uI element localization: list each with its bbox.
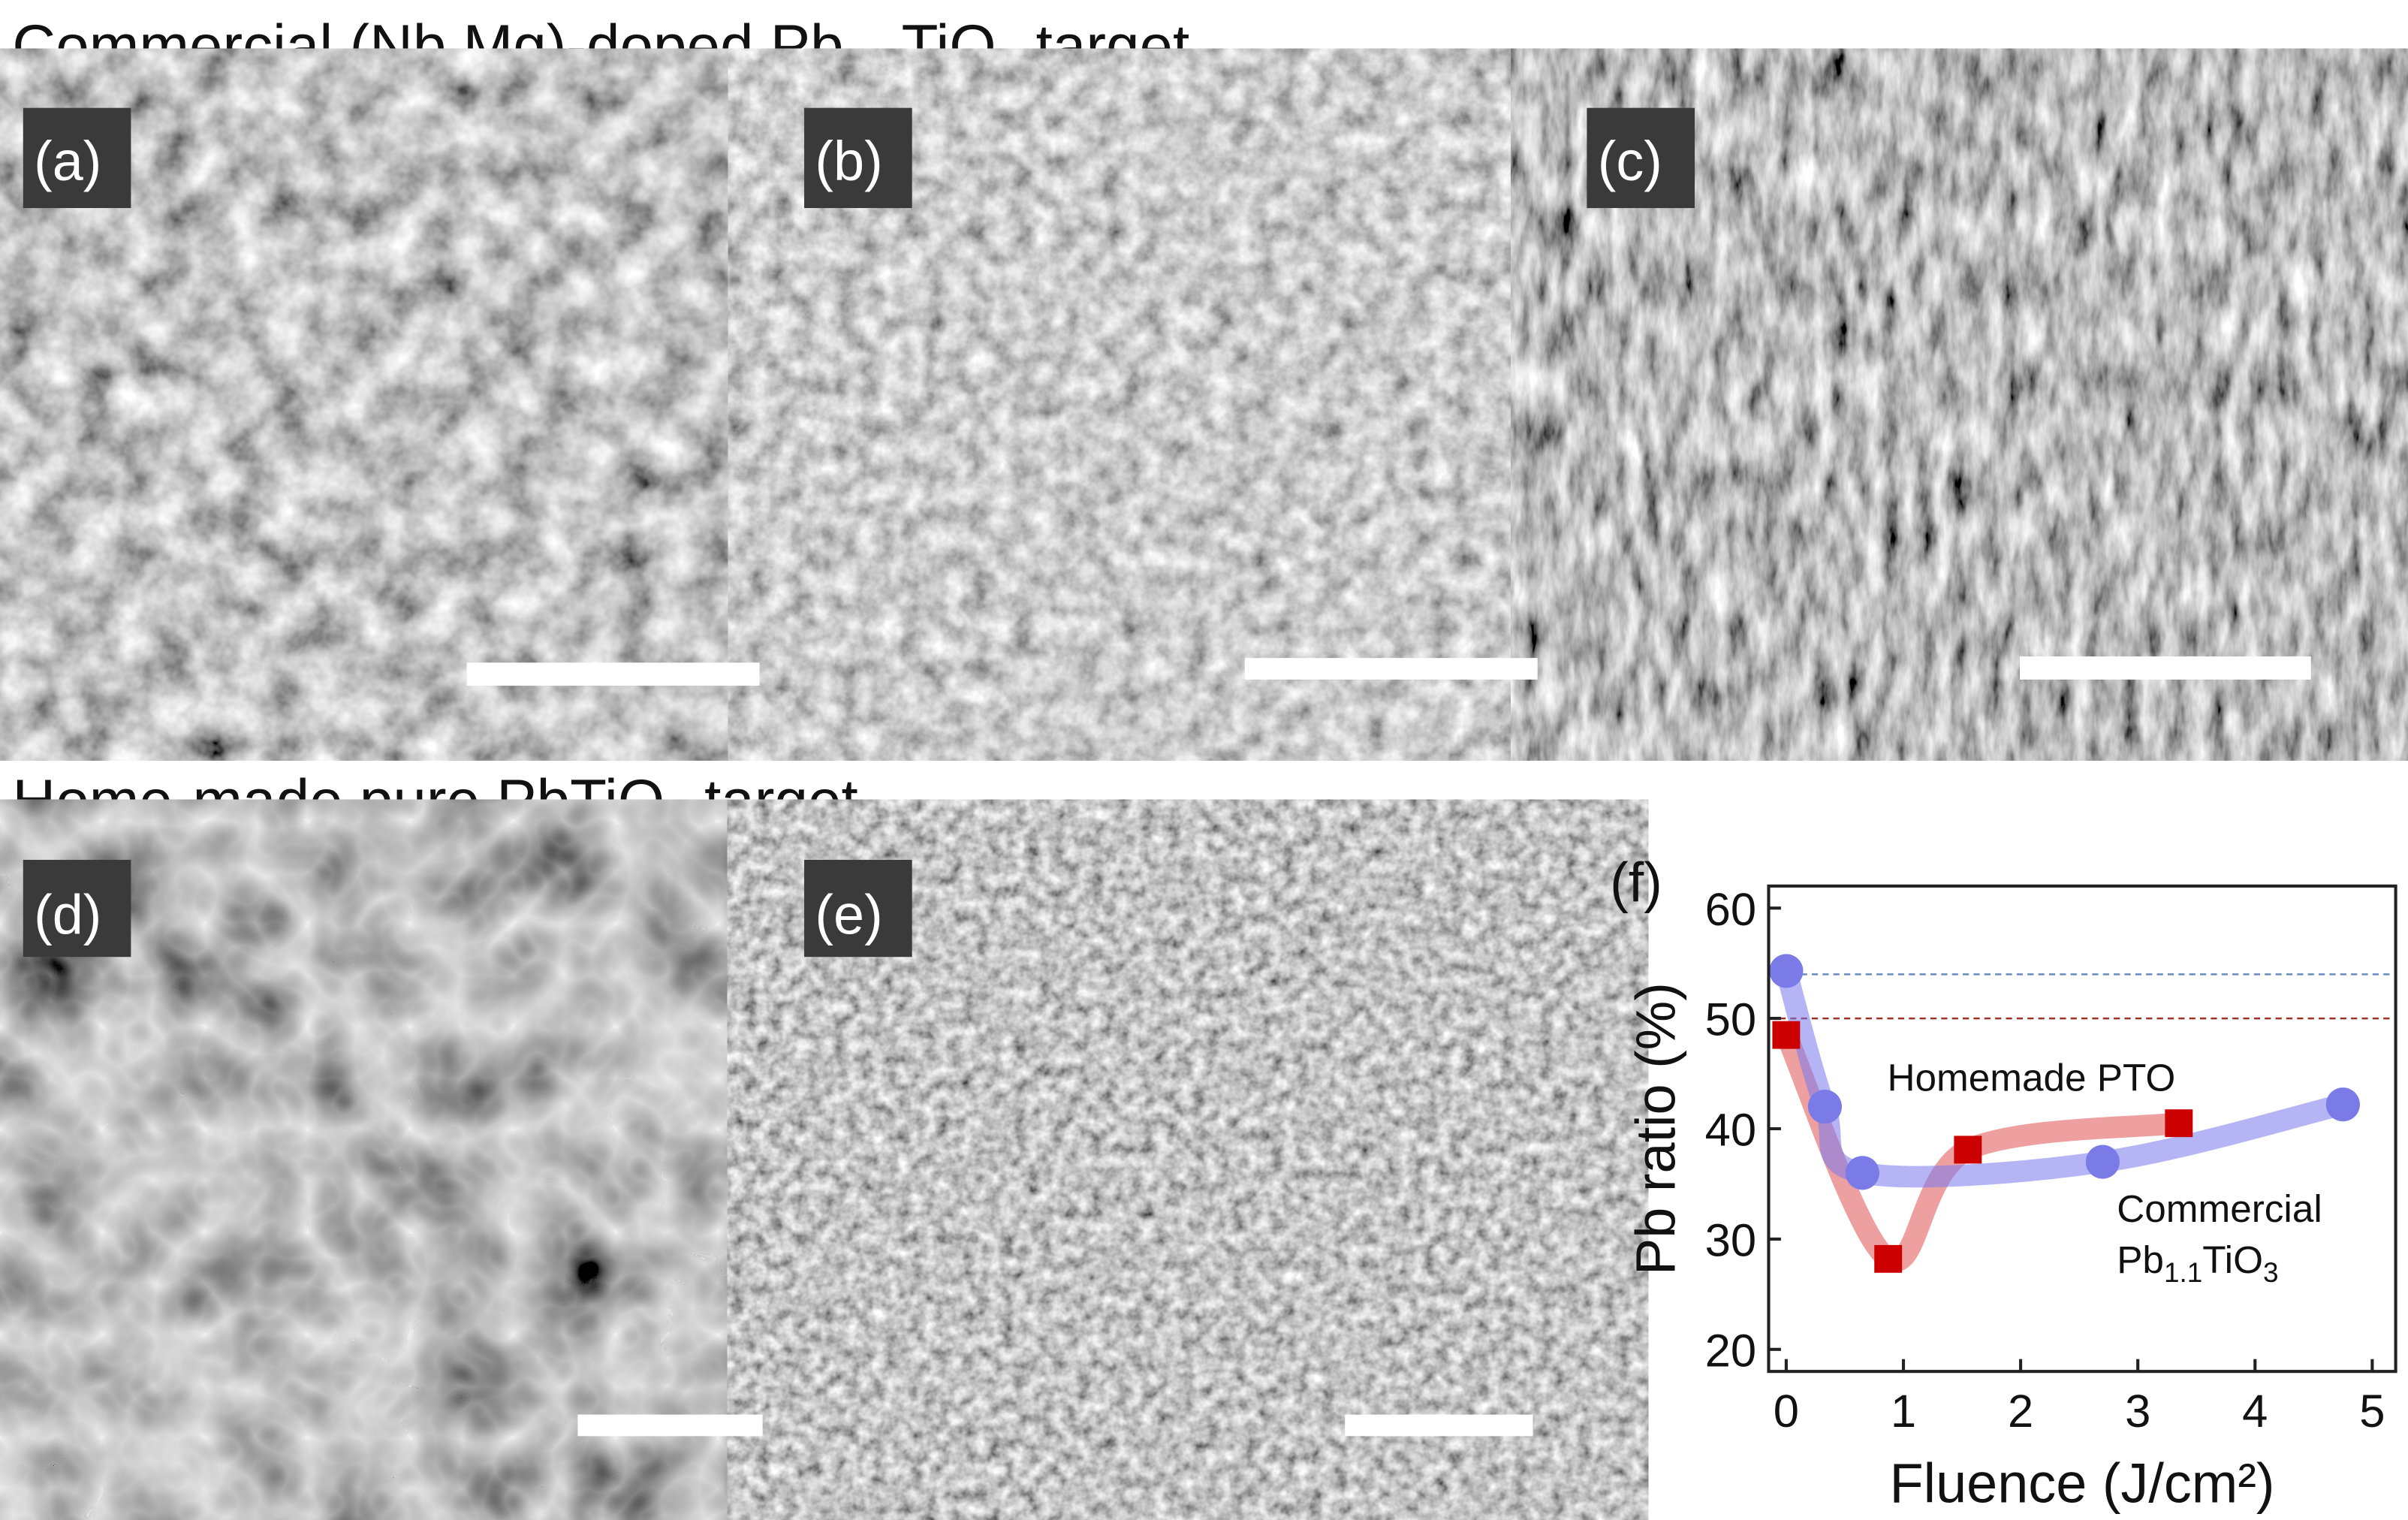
chart: (f) 20 30 40 50 60 0 1 2 3 4 5 Fluence (J/cm²) Pb rat… (1610, 851, 2397, 1515)
panel-label: (a) (34, 130, 101, 192)
data-point (1845, 1156, 1879, 1190)
x-tick-label: 3 (2125, 1386, 2150, 1437)
scale-bar (2019, 656, 2311, 680)
panel-label: (e) (815, 883, 882, 945)
heading-sub: 3 (665, 798, 688, 844)
sem-image (804, 859, 1572, 1464)
series-label-part: 1.1 (2164, 1257, 2202, 1288)
sem-image (23, 107, 789, 701)
data-point (2325, 1087, 2360, 1122)
data-point (1954, 1135, 1982, 1164)
label-box (804, 859, 912, 958)
data-point (2085, 1145, 2120, 1179)
scale-bar (466, 662, 760, 686)
heading-sub: 3 (996, 43, 1020, 89)
sem-image (23, 859, 789, 1464)
heading-text: Commercial (Nb,Mg)-doped Pb (12, 12, 843, 79)
data-point (1807, 1090, 1842, 1124)
data-point (1874, 1244, 1903, 1273)
heading-sub: 1.1 (844, 43, 902, 89)
panel-label: (d) (34, 883, 101, 945)
x-axis-label: Fluence (J/cm²) (1890, 1452, 2275, 1515)
sem-image (1587, 107, 2345, 701)
heading-text: target (1019, 12, 1189, 79)
heading: Home-made pure PbTiO3 target (12, 768, 857, 844)
heading: Commercial (Nb,Mg)-doped Pb1.1TiO3 targe… (12, 12, 1189, 89)
panel-label: (c) (1598, 130, 1662, 192)
data-point (1772, 1021, 1801, 1049)
x-tick-label: 4 (2242, 1386, 2268, 1437)
heading-text: TiO (902, 12, 996, 79)
x-tick-label: 2 (2008, 1386, 2033, 1437)
sem-image (804, 107, 1566, 701)
y-tick-label: 60 (1705, 884, 1756, 936)
sem-panels: (a) (b) (c) (d) (e) (23, 107, 2345, 1464)
heading-text: target (688, 768, 858, 834)
x-tick-label: 5 (2359, 1386, 2385, 1437)
series-label-part: Pb (2117, 1238, 2164, 1281)
fit-curve (1775, 960, 2354, 1188)
series-label: Homemade PTO (1887, 1057, 2175, 1099)
scale-bar (1244, 658, 1538, 680)
y-tick-label: 50 (1705, 994, 1756, 1046)
data-point (2165, 1109, 2193, 1138)
data-point (1769, 954, 1804, 988)
label-box (804, 107, 912, 209)
label-box (23, 859, 131, 958)
series-label-part: TiO (2202, 1238, 2263, 1281)
label-box (1587, 107, 1695, 209)
series-label: Commercial (2117, 1187, 2322, 1230)
heading-text: Home-made pure PbTiO (12, 768, 665, 834)
series-label: Pb1.1TiO3 (2117, 1238, 2278, 1288)
label-box (23, 107, 131, 209)
y-tick-label: 20 (1705, 1325, 1756, 1377)
series-label-part: 3 (2263, 1257, 2279, 1288)
panel-label: (b) (815, 130, 882, 192)
y-tick-label: 40 (1705, 1105, 1756, 1157)
y-axis-label: Pb ratio (%) (1624, 982, 1686, 1275)
scale-bar (1345, 1414, 1533, 1437)
y-tick-label: 30 (1705, 1214, 1756, 1266)
x-tick-label: 0 (1774, 1386, 1799, 1437)
scale-bar (577, 1414, 763, 1437)
panel-label: (f) (1610, 851, 1662, 913)
x-tick-label: 1 (1891, 1386, 1916, 1437)
